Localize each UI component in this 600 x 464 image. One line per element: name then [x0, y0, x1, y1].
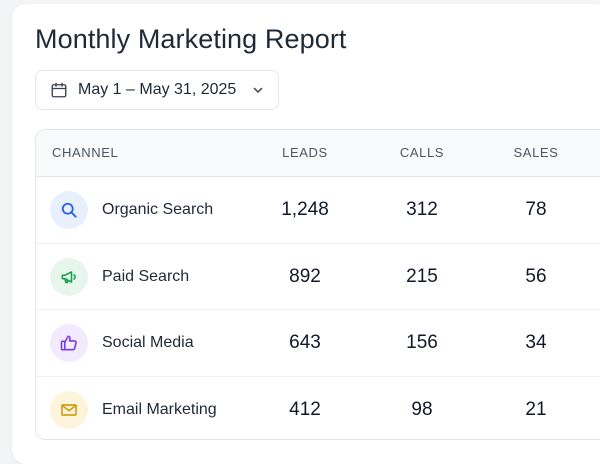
channel-name: Organic Search	[102, 201, 214, 218]
table-row[interactable]: Organic Search 1,248 312 78	[36, 177, 600, 244]
date-range-value: May 1 – May 31, 2025	[78, 81, 237, 98]
channel-icon-badge	[50, 191, 88, 229]
table-row[interactable]: Email Marketing 412 98 21	[36, 377, 600, 440]
megaphone-icon	[61, 270, 76, 283]
calls-value: 98	[411, 398, 433, 420]
header-sales: SALES	[513, 145, 559, 160]
table-header: CHANNEL LEADS CALLS SALES	[36, 130, 600, 177]
mail-icon	[61, 403, 77, 416]
table-row[interactable]: Paid Search 892 215 56	[36, 244, 600, 310]
channel-name: Social Media	[102, 334, 194, 351]
date-range-dropdown[interactable]: May 1 – May 31, 2025	[35, 70, 279, 110]
leads-value: 412	[289, 398, 321, 420]
page-title: Monthly Marketing Report	[35, 24, 347, 54]
calls-value: 215	[406, 265, 438, 287]
channel-name: Email Marketing	[102, 400, 217, 418]
channel-table: CHANNEL LEADS CALLS SALES Organic Search…	[35, 129, 600, 440]
sales-value: 56	[525, 265, 547, 287]
sales-value: 34	[525, 332, 547, 353]
thumbs-up-icon	[60, 335, 77, 351]
calendar-icon	[51, 82, 67, 98]
search-icon	[61, 202, 77, 218]
leads-value: 643	[289, 332, 321, 353]
header-channel: CHANNEL	[52, 145, 119, 160]
channel-icon-badge	[50, 257, 88, 296]
channel-name: Paid Search	[102, 267, 190, 285]
sales-value: 21	[525, 398, 547, 420]
channel-icon-badge	[50, 390, 88, 429]
chevron-down-icon	[253, 87, 263, 93]
calls-value: 156	[406, 332, 438, 353]
leads-value: 1,248	[281, 199, 329, 220]
header-leads: LEADS	[282, 145, 328, 160]
channel-icon-badge	[50, 324, 88, 362]
calls-value: 312	[406, 199, 438, 220]
sales-value: 78	[525, 199, 547, 220]
leads-value: 892	[289, 265, 321, 287]
header-calls: CALLS	[399, 145, 445, 160]
table-row[interactable]: Social Media 643 156 34	[36, 310, 600, 377]
